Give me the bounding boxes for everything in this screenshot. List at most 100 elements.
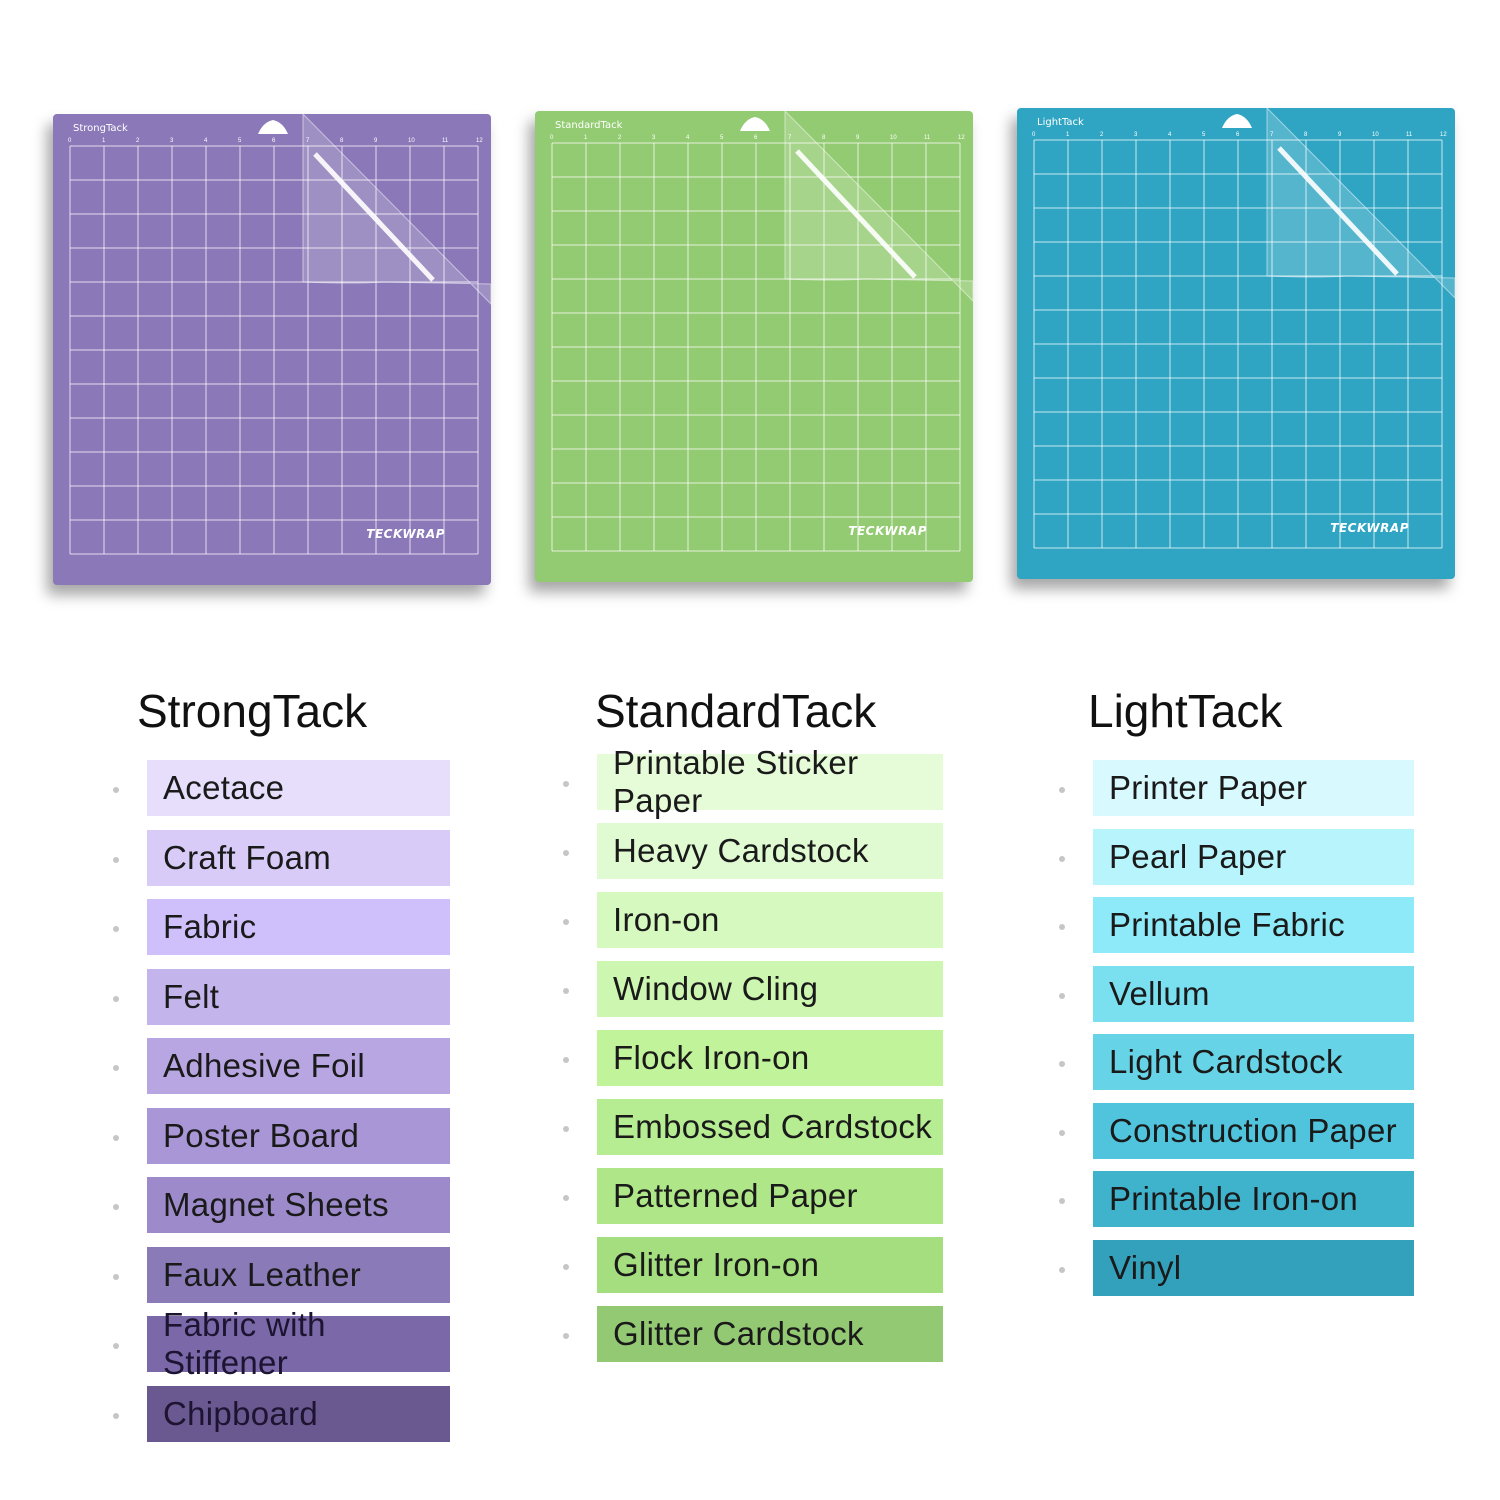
ruler-number: 11 [1406,132,1413,138]
ruler-number: 5 [720,135,724,141]
material-item: Vinyl [1093,1239,1414,1296]
grid: 0123456789101112 [68,114,491,555]
ruler-number: 1 [584,135,588,141]
material-item: Flock Iron-on [597,1030,943,1086]
material-item: Pearl Paper [1093,828,1414,885]
material-item: Magnet Sheets [147,1177,450,1233]
ruler-number: 6 [272,138,276,144]
material-item: Window Cling [597,961,943,1017]
material-item: Iron-on [597,892,943,948]
bullet-icon [113,1204,119,1210]
material-item: Light Cardstock [1093,1034,1414,1090]
ruler-number: 3 [1134,132,1138,138]
brand-logo: TECKWRAP [366,527,445,541]
ruler-number: 9 [856,135,860,141]
bullet-icon [113,856,119,863]
column-title: LightTack [1088,685,1283,737]
bullet-icon [563,988,569,994]
film-glare [1277,146,1399,276]
ruler-number: 2 [1100,132,1104,138]
bullet-icon [1059,1198,1065,1204]
film-glare [313,152,435,282]
ruler-number: 3 [170,138,174,144]
material-item: Craft Foam [147,829,450,886]
ruler-number: 8 [822,135,826,141]
hang-notch-icon [740,117,770,131]
mat-label: StrongTack [73,123,128,134]
ruler-number: 2 [136,138,140,144]
ruler-number: 3 [652,135,656,141]
bullet-icon [563,1195,569,1201]
ruler-number: 7 [1270,132,1274,138]
ruler-number: 2 [618,135,622,141]
bullet-icon [113,1273,119,1280]
bullet-icon [1059,992,1065,999]
peeled-film [302,114,491,305]
material-item: Printer Paper [1093,760,1414,816]
material-item: Embossed Cardstock [597,1099,943,1155]
column-title: StrongTack [137,685,368,737]
ruler-number: 8 [1304,132,1308,138]
material-item: Felt [147,968,450,1025]
ruler-number: 9 [1338,132,1342,138]
peeled-film [784,111,973,302]
ruler-number: 10 [890,135,897,141]
ruler-number: 12 [476,138,483,144]
bullet-icon [113,1343,119,1349]
material-item: Printable Sticker Paper [597,744,943,819]
material-item: Vellum [1093,965,1414,1022]
bullet-icon [563,1126,569,1132]
bullet-icon [113,1065,119,1071]
ruler-number: 9 [374,138,378,144]
ruler-number: 12 [958,135,965,141]
bullet-icon [113,995,119,1002]
bullet-icon [1059,787,1065,793]
material-item: Poster Board [147,1107,450,1164]
cutting-mat: 0123456789101112StrongTackTECKWRAP [53,114,491,585]
ruler-number: 1 [1066,132,1070,138]
ruler-number: 6 [1236,132,1240,138]
ruler-number: 4 [1168,132,1172,138]
ruler-number: 6 [754,135,758,141]
bullet-icon [113,1134,119,1141]
ruler-number: 0 [68,138,72,144]
material-item: Adhesive Foil [147,1038,450,1094]
grid: 0123456789101112 [1032,108,1455,549]
bullet-icon [113,926,119,932]
hang-notch-icon [1222,114,1252,128]
material-item: Construction Paper [1093,1102,1414,1159]
grid: 0123456789101112 [550,111,973,552]
mat-label: LightTack [1037,117,1084,128]
ruler-number: 5 [238,138,242,144]
bullet-icon [113,1412,119,1419]
material-item: Chipboard [147,1385,450,1442]
ruler-number: 0 [1032,132,1036,138]
ruler-number: 12 [1440,132,1447,138]
column-title: StandardTack [595,685,877,737]
material-item: Glitter Iron-on [597,1237,943,1293]
film-glare [795,149,917,279]
brand-logo: TECKWRAP [1330,521,1409,535]
bullet-icon [113,787,119,793]
hang-notch-icon [258,120,288,134]
peeled-film [1266,108,1455,299]
bullet-icon [563,850,569,856]
ruler-number: 11 [442,138,449,144]
bullet-icon [563,1057,569,1063]
bullet-icon [563,919,569,925]
ruler-number: 8 [340,138,344,144]
bullet-icon [563,781,569,787]
ruler-number: 5 [1202,132,1206,138]
ruler-number: 1 [102,138,106,144]
bullet-icon [1059,1129,1065,1136]
material-item: Glitter Cardstock [597,1306,943,1362]
bullet-icon [563,1264,569,1270]
material-item: Fabric with Stiffener [147,1306,450,1381]
bullet-icon [563,1333,569,1339]
material-item: Acetace [147,760,450,816]
ruler-number: 4 [686,135,690,141]
material-item: Patterned Paper [597,1168,943,1224]
material-item: Printable Iron-on [1093,1171,1414,1227]
bullet-icon [1059,855,1065,862]
cutting-mat: 0123456789101112StandardTackTECKWRAP [535,111,973,582]
